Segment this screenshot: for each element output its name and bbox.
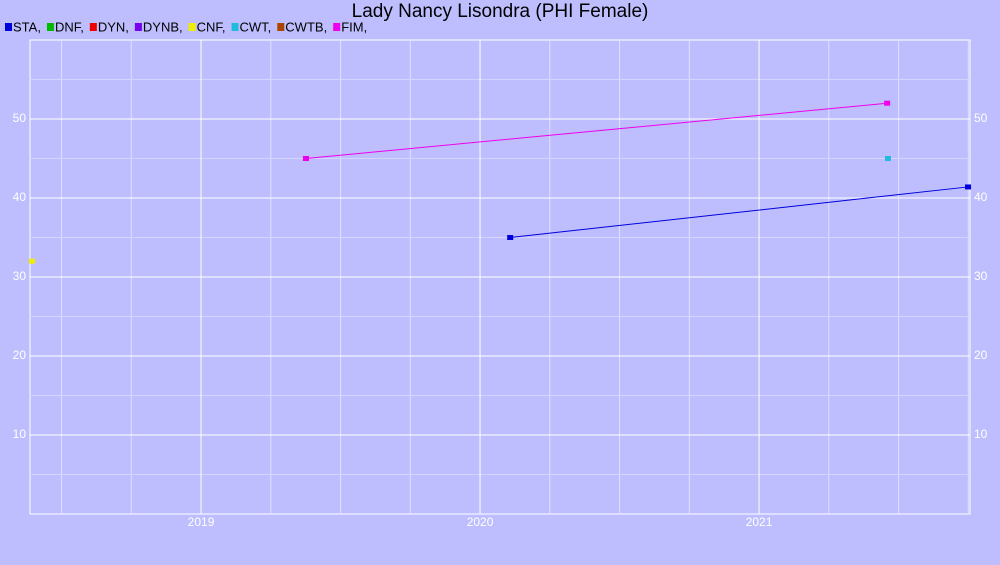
- y2-tick-label: 20: [974, 348, 988, 362]
- legend-label: DNF,: [55, 19, 84, 34]
- y-tick-label: 50: [13, 111, 27, 125]
- legend-label: DYNB,: [143, 19, 183, 34]
- chart-title: Lady Nancy Lisondra (PHI Female): [352, 1, 649, 22]
- legend-swatch: [89, 23, 97, 31]
- legend-swatch: [134, 23, 142, 31]
- legend-swatch: [277, 23, 285, 31]
- legend-label: FIM,: [341, 19, 367, 34]
- series-line: [305, 102, 888, 159]
- legend-swatch: [46, 23, 54, 31]
- point: [884, 156, 891, 161]
- legend-label: STA,: [13, 19, 41, 34]
- series-line: [510, 186, 969, 238]
- point: [507, 235, 514, 240]
- point: [965, 184, 972, 190]
- point: [884, 100, 891, 106]
- x-tick-label: 2019: [188, 515, 215, 529]
- y-tick-label: 40: [13, 190, 27, 204]
- y2-tick-label: 50: [974, 111, 988, 125]
- y-tick-label: 10: [13, 427, 27, 441]
- x-tick-label: 2020: [467, 515, 494, 529]
- legend-swatch: [333, 23, 341, 31]
- legend-swatch: [5, 23, 12, 31]
- legend-label: CWTB,: [285, 19, 327, 34]
- legend-label: CNF,: [197, 19, 226, 34]
- y2-tick-label: 10: [974, 427, 988, 441]
- legend-swatch: [231, 23, 239, 31]
- y-tick-label: 20: [13, 348, 27, 362]
- y-tick-label: 30: [13, 269, 27, 283]
- point: [28, 258, 35, 264]
- y2-tick-label: 30: [974, 269, 988, 283]
- point: [302, 156, 309, 161]
- y2-tick-label: 40: [974, 190, 988, 204]
- legend-label: CWT,: [240, 19, 272, 34]
- legend-label: DYN,: [98, 19, 129, 34]
- x-tick-label: 2021: [746, 515, 773, 529]
- legend-swatch: [188, 23, 196, 31]
